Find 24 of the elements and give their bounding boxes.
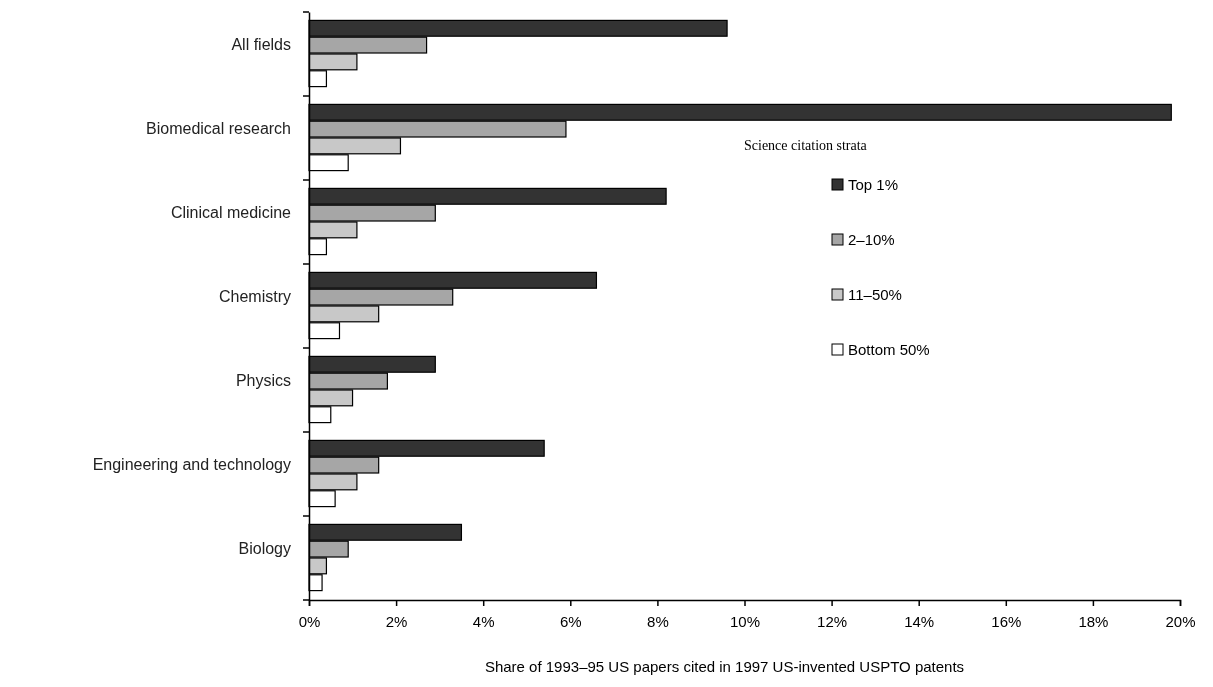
y-tick-label: Chemistry bbox=[218, 287, 291, 305]
x-tick-label: 4% bbox=[472, 613, 495, 630]
y-tick-label: Engineering and technology bbox=[92, 455, 291, 473]
x-tick-label: 8% bbox=[647, 613, 669, 630]
x-tick-label: 2% bbox=[385, 613, 408, 630]
x-tick-label: 16% bbox=[991, 613, 1022, 630]
legend-title: Science citation strata bbox=[744, 137, 868, 153]
x-tick-label: 14% bbox=[904, 613, 935, 630]
x-tick-label: 0% bbox=[298, 613, 321, 630]
x-tick-label: 18% bbox=[1078, 613, 1109, 630]
y-tick-label: Biology bbox=[238, 539, 291, 557]
x-tick-label: 6% bbox=[559, 613, 582, 630]
x-axis-title: Share of 1993–95 US papers cited in 1997 US-invented USPTO patents bbox=[484, 658, 965, 675]
x-tick-label: 10% bbox=[729, 613, 761, 630]
legend-label: Bottom 50% bbox=[848, 341, 930, 359]
x-tick-label: 12% bbox=[817, 613, 848, 630]
y-tick-label: All fields bbox=[231, 35, 291, 53]
x-tick-label: 20% bbox=[1165, 613, 1196, 630]
legend-label: Top 1% bbox=[848, 176, 899, 194]
legend-label: 2–10% bbox=[848, 231, 895, 249]
legend-label: 11–50% bbox=[848, 286, 902, 304]
y-tick-label: Physics bbox=[235, 371, 291, 389]
y-tick-label: Biomedical research bbox=[146, 119, 291, 137]
y-tick-label: Clinical medicine bbox=[170, 203, 292, 221]
